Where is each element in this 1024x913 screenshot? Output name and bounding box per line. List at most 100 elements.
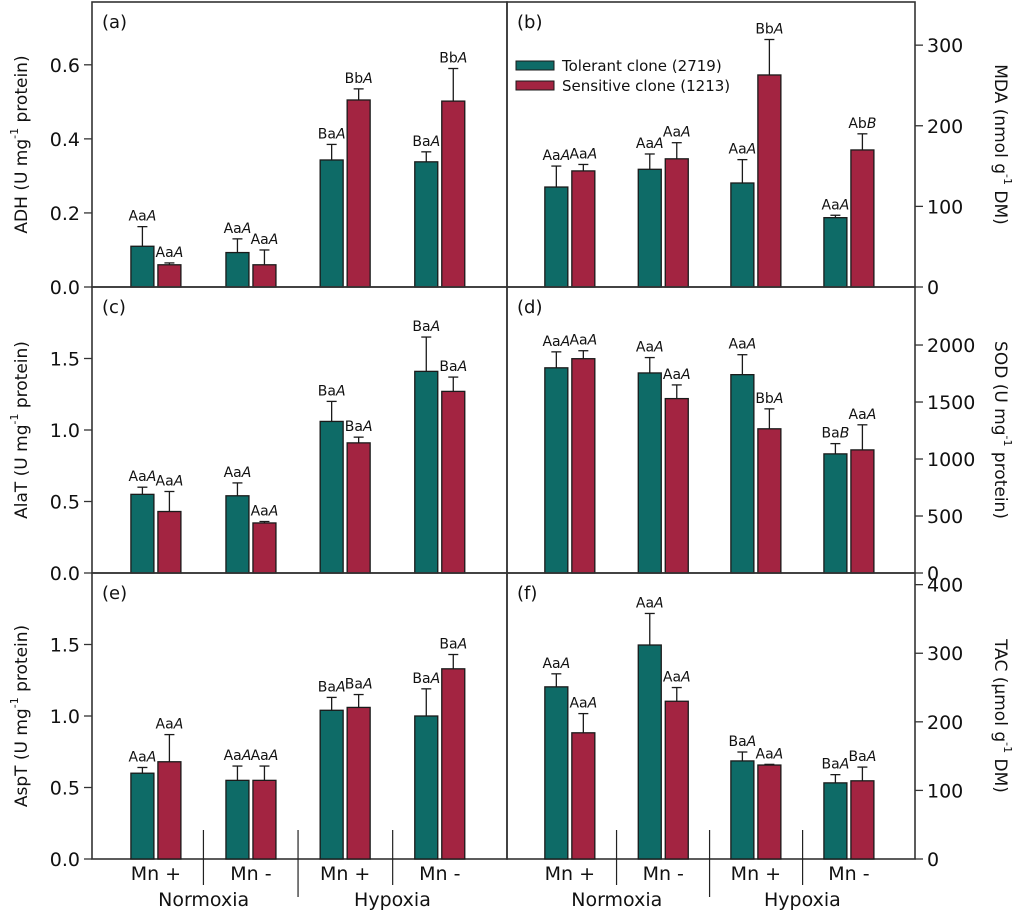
significance-letter-italic: A (746, 337, 757, 353)
y-axis-title-main: TAC (µmol g (990, 638, 1010, 742)
significance-label: AaA (822, 197, 850, 213)
bar-sensitive (252, 264, 277, 288)
significance-letter-italic: A (241, 465, 252, 481)
y-tick-label: 0.0 (50, 563, 80, 585)
y-axis-title-end: protein) (12, 625, 32, 697)
bar-tolerant (823, 217, 848, 288)
y-tick-label: 0 (927, 563, 939, 585)
significance-letter-italic: A (839, 757, 850, 773)
significance-label: BaA (412, 319, 440, 335)
bar-tolerant (225, 251, 250, 288)
significance-letters: Aa (849, 407, 867, 423)
significance-letter-italic: A (241, 221, 252, 237)
bar-sensitive (757, 764, 782, 860)
bar-tolerant (637, 644, 662, 860)
bar-tolerant (130, 245, 155, 288)
significance-letters: Ba (345, 419, 363, 435)
significance-letter-italic: A (268, 748, 279, 764)
y-tick-label: 300 (927, 35, 963, 57)
x-axis-right: Mn + Mn - Mn + Mn - Normoxia Hypoxia (545, 830, 870, 911)
significance-letter-italic: A (773, 22, 784, 38)
significance-letter-italic: A (746, 734, 757, 750)
bar-sensitive (157, 510, 182, 574)
bar-tolerant (823, 782, 848, 860)
significance-letters: Aa (156, 473, 174, 489)
significance-letters: Aa (636, 595, 654, 611)
y-axis-title: SOD (U mg-1 protein) (990, 341, 1014, 519)
significance-label: AaA (251, 748, 279, 764)
bar-tolerant (414, 370, 439, 574)
significance-letter-italic: A (773, 391, 784, 407)
significance-label: AaA (129, 209, 157, 225)
significance-letters: Bb (345, 71, 364, 87)
bar-sensitive (571, 732, 596, 860)
y-tick-label: 0.0 (50, 849, 80, 871)
y-axis-title: AlaT (U mg-1 protein) (8, 341, 32, 519)
significance-letters: Aa (129, 209, 147, 225)
significance-letter-italic: A (560, 656, 571, 672)
y-tick-label: 1.0 (50, 706, 80, 728)
significance-letters: Aa (636, 340, 654, 356)
significance-letters: Aa (224, 748, 242, 764)
significance-label: AaA (542, 334, 570, 350)
significance-letters: Ba (345, 677, 363, 693)
significance-letter-italic: A (653, 340, 664, 356)
significance-letters: Ba (412, 319, 430, 335)
bar-sensitive (571, 358, 596, 574)
significance-label: AaA (636, 136, 664, 152)
y-tick-label: 1.5 (50, 349, 80, 371)
bar-sensitive (850, 149, 875, 288)
significance-letters: Bb (755, 22, 774, 38)
bar-tolerant (544, 186, 569, 288)
bar-sensitive (441, 100, 466, 288)
significance-letter-italic: A (653, 136, 664, 152)
x-axis-left: Mn + Mn - Mn + Mn - Normoxia Hypoxia (131, 830, 460, 911)
y-tick-label: 300 (927, 643, 963, 665)
y-tick-label: 200 (927, 116, 963, 138)
significance-letters: Ba (822, 757, 840, 773)
significance-letters: Aa (569, 696, 587, 712)
significance-label: AaA (224, 748, 252, 764)
significance-label: BbA (439, 51, 467, 67)
y-tick-label: 1000 (927, 449, 975, 471)
y-axis-title: TAC (µmol g-1 DM) (990, 638, 1014, 793)
significance-letters: Aa (729, 142, 747, 158)
significance-label: BaA (318, 679, 346, 695)
y-axis-title-end: protein) (12, 55, 32, 127)
y-axis-title-end: DM) (990, 753, 1010, 793)
significance-label: AaA (849, 407, 877, 423)
significance-letter-italic: A (560, 334, 571, 350)
significance-label: AaA (156, 717, 184, 733)
significance-letters: Ba (439, 359, 457, 375)
significance-letter-italic: A (746, 142, 757, 158)
significance-label: BaA (822, 757, 850, 773)
significance-letters: Aa (251, 232, 269, 248)
y-tick-label: 1500 (927, 392, 975, 414)
significance-label: BaA (412, 134, 440, 150)
significance-label: AaA (251, 232, 279, 248)
y-axis-title-superscript: -1 (1001, 174, 1014, 185)
significance-label: AaA (129, 749, 157, 765)
significance-label: AaA (569, 333, 597, 349)
significance-letter-italic: A (173, 245, 184, 261)
bar-sensitive (571, 170, 596, 288)
y-tick-label: 0 (927, 277, 939, 299)
significance-label: AaA (129, 469, 157, 485)
bar-sensitive (441, 668, 466, 860)
significance-letter-italic: A (680, 367, 691, 383)
y-tick-label: 0.2 (50, 203, 80, 225)
significance-letter-italic: B (867, 116, 877, 132)
significance-label: BaA (345, 677, 373, 693)
significance-label: AaA (756, 746, 784, 762)
significance-label: BbA (755, 22, 783, 38)
significance-label: AaA (156, 245, 184, 261)
x-group-label: Hypoxia (764, 889, 841, 911)
significance-label: AaA (569, 146, 597, 162)
significance-letters: Aa (251, 748, 269, 764)
significance-label: AaA (224, 465, 252, 481)
y-tick-label: 1.0 (50, 420, 80, 442)
